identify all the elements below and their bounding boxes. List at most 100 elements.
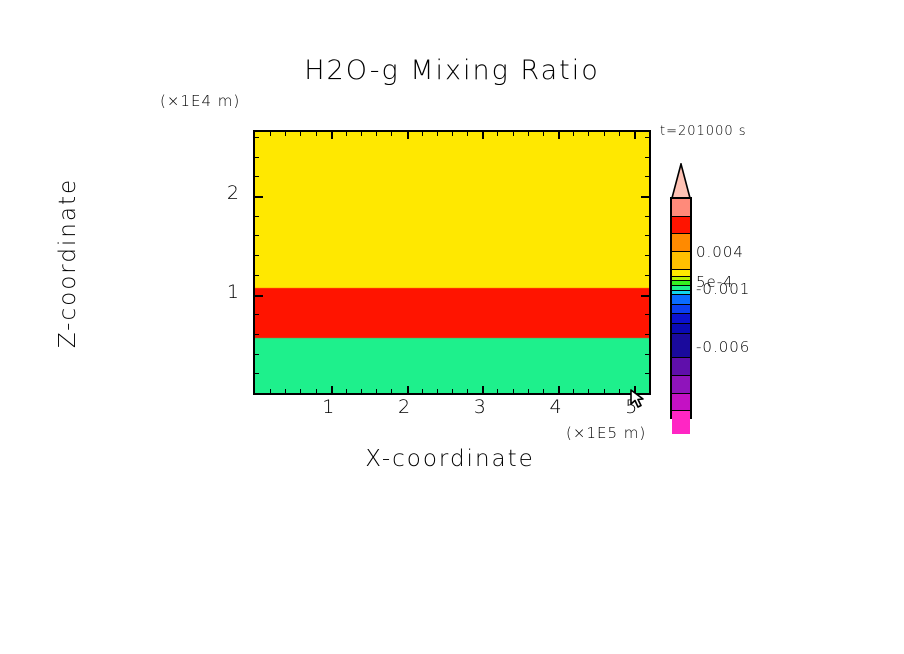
y-tick-right-minor bbox=[645, 235, 651, 237]
colorbar-band bbox=[672, 358, 690, 376]
x-tick-top-major bbox=[633, 130, 636, 139]
x-tick-top-minor bbox=[497, 130, 499, 136]
x-tick-top-minor bbox=[300, 130, 302, 136]
x-tick-minor bbox=[573, 389, 575, 395]
y-tick-minor bbox=[253, 136, 259, 138]
x-tick-top-major bbox=[482, 130, 485, 139]
x-tick-top-minor bbox=[467, 130, 469, 136]
y-tick-minor bbox=[253, 215, 259, 217]
y-tick-minor bbox=[253, 176, 259, 178]
colorbar-band bbox=[672, 393, 690, 412]
x-tick-minor bbox=[421, 389, 423, 395]
x-tick-minor bbox=[467, 389, 469, 395]
x-tick-minor bbox=[588, 389, 590, 395]
y-tick-right-minor bbox=[645, 274, 651, 276]
x-tick-top-major bbox=[330, 130, 333, 139]
x-tick-top-major bbox=[558, 130, 561, 139]
x-tick-top-minor bbox=[376, 130, 378, 136]
x-tick-label: 1 bbox=[322, 396, 336, 418]
colorbar-tick-label: -0.001 bbox=[696, 280, 751, 299]
x-tick-top-minor bbox=[452, 130, 453, 136]
x-tick-minor bbox=[618, 389, 620, 395]
x-tick-minor bbox=[270, 389, 272, 395]
contour-field bbox=[255, 132, 649, 393]
x-tick-top-minor bbox=[588, 130, 590, 136]
y-tick-minor bbox=[253, 255, 259, 257]
colorbar-tick-label: 0.004 bbox=[696, 243, 744, 262]
x-tick-top-minor bbox=[542, 130, 544, 136]
y-tick-right-minor bbox=[645, 373, 651, 375]
colorbar-band bbox=[672, 411, 690, 434]
x-tick-top-minor bbox=[573, 130, 575, 136]
colorbar-band bbox=[672, 290, 690, 296]
x-tick-top-minor bbox=[421, 130, 423, 136]
colorbar-band bbox=[672, 314, 690, 325]
y-tick-right-minor bbox=[645, 215, 651, 217]
x-tick-top-minor bbox=[285, 130, 287, 136]
y-tick-minor bbox=[253, 156, 259, 158]
x-tick-minor bbox=[285, 389, 287, 395]
x-tick-major bbox=[633, 386, 636, 395]
y-tick-right-minor bbox=[645, 176, 651, 178]
y-tick-major bbox=[253, 294, 263, 297]
x-axis-title: X-coordinate bbox=[365, 446, 535, 472]
colorbar-bands bbox=[670, 197, 692, 434]
y-tick-major bbox=[253, 196, 263, 199]
x-tick-minor bbox=[497, 389, 499, 395]
y-tick-right-minor bbox=[645, 255, 651, 257]
colorbar-tick-label: 5e-4 bbox=[696, 273, 734, 292]
colorbar-band bbox=[672, 304, 690, 315]
page-title: H2O-g Mixing Ratio bbox=[304, 55, 600, 86]
y-tick-right-minor bbox=[645, 136, 651, 138]
y-tick-label: 1 bbox=[226, 280, 240, 303]
x-tick-minor bbox=[376, 389, 378, 395]
y-tick-minor bbox=[253, 274, 259, 276]
y-tick-right-major bbox=[641, 294, 651, 297]
x-tick-minor bbox=[452, 389, 453, 395]
x-tick-top-minor bbox=[391, 130, 393, 136]
y-tick-label: 2 bbox=[226, 182, 240, 205]
x-tick-top-minor bbox=[603, 130, 605, 136]
colorbar-band bbox=[672, 334, 690, 359]
plot-area[interactable] bbox=[253, 130, 651, 395]
y-tick-right-minor bbox=[645, 353, 651, 355]
colorbar-band bbox=[672, 252, 690, 270]
y-tick-right-minor bbox=[645, 156, 651, 158]
time-annotation: t=201000 s bbox=[660, 124, 747, 139]
colorbar-arrow-cap bbox=[670, 163, 692, 199]
x-tick-top-minor bbox=[345, 130, 347, 136]
x-tick-top-minor bbox=[527, 130, 529, 136]
y-tick-minor bbox=[253, 333, 259, 335]
x-tick-top-minor bbox=[315, 130, 317, 136]
x-tick-top-minor bbox=[436, 130, 438, 136]
y-tick-right-minor bbox=[645, 333, 651, 335]
colorbar-band bbox=[672, 216, 690, 235]
x-tick-minor bbox=[436, 389, 438, 395]
mouse-pointer-icon bbox=[630, 389, 644, 408]
x-axis-unit-label: (×1E5 m) bbox=[566, 424, 647, 442]
x-tick-top-minor bbox=[618, 130, 620, 136]
x-tick-major bbox=[330, 386, 333, 395]
x-tick-top-minor bbox=[512, 130, 514, 136]
x-tick-label: 3 bbox=[473, 396, 487, 418]
colorbar-tick-label: -0.006 bbox=[696, 338, 751, 357]
x-tick-minor bbox=[361, 389, 363, 395]
x-tick-top-minor bbox=[361, 130, 363, 136]
x-tick-minor bbox=[300, 389, 302, 395]
x-tick-top-major bbox=[406, 130, 409, 139]
x-tick-label: 4 bbox=[549, 396, 563, 418]
x-tick-label: 2 bbox=[397, 396, 412, 418]
x-tick-minor bbox=[315, 389, 317, 395]
y-tick-right-major bbox=[641, 196, 651, 199]
colorbar-band bbox=[672, 276, 690, 282]
x-tick-minor bbox=[391, 389, 393, 395]
x-tick-minor bbox=[542, 389, 544, 395]
colorbar-band bbox=[672, 281, 690, 286]
x-tick-major bbox=[558, 386, 561, 395]
x-tick-minor bbox=[345, 389, 347, 395]
y-tick-right-minor bbox=[645, 314, 651, 316]
y-tick-minor bbox=[253, 353, 259, 355]
colorbar-band bbox=[672, 199, 690, 217]
x-tick-major bbox=[482, 386, 485, 395]
